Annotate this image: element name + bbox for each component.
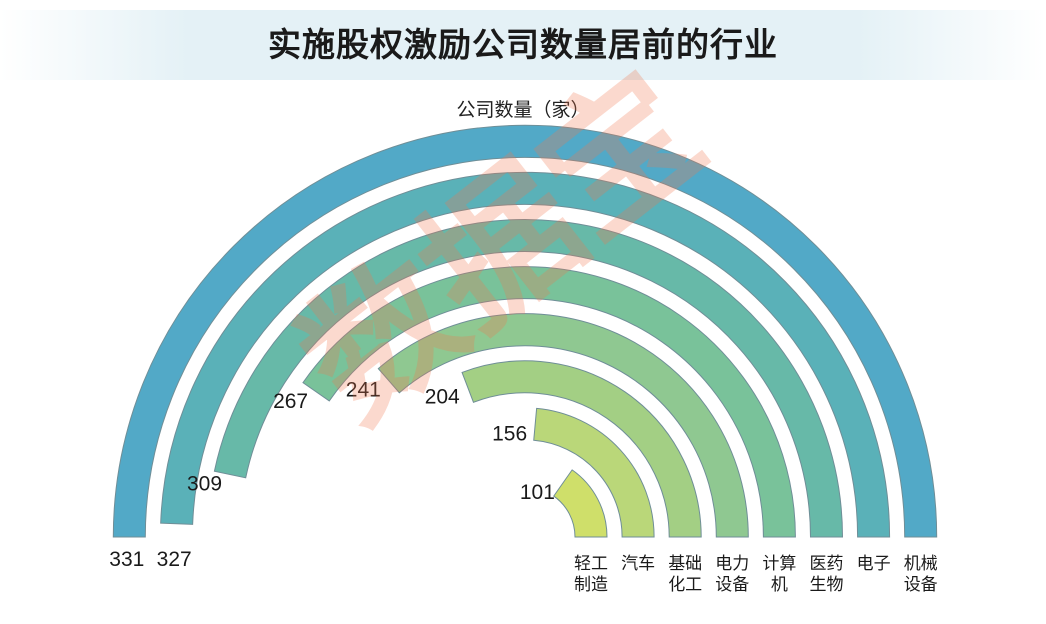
category-label-4: 电力 设备	[715, 554, 750, 595]
arc-bar-5	[302, 266, 796, 538]
arc-bar-2	[533, 407, 655, 538]
value-label-2: 156	[492, 422, 527, 445]
value-label-6: 309	[187, 473, 222, 496]
title-band	[0, 10, 1046, 80]
arc-bar-7	[160, 171, 891, 538]
category-label-8: 机械 设备	[903, 554, 938, 595]
category-label-7: 电子	[856, 554, 891, 574]
category-label-3: 基础 化工	[668, 554, 703, 595]
value-label-8: 331	[109, 548, 144, 571]
value-label-5: 267	[273, 390, 308, 413]
chart-subtitle: 公司数量（家）	[456, 99, 590, 121]
category-label-6: 医药 生物	[809, 554, 844, 595]
arc-bar-6	[213, 219, 844, 538]
chart-title: 实施股权激励公司数量居前的行业	[268, 25, 778, 64]
arc-bar-4	[377, 313, 749, 538]
arc-bar-8	[112, 124, 938, 538]
value-label-4: 241	[346, 379, 381, 402]
arc-bar-1	[553, 469, 608, 538]
value-label-3: 204	[425, 385, 460, 408]
value-label-1: 101	[520, 481, 555, 504]
category-label-1: 轻工 制造	[574, 554, 608, 595]
category-label-2: 汽车	[621, 554, 656, 574]
category-label-5: 计算机	[762, 554, 797, 595]
arc-bar-3	[461, 360, 702, 538]
value-label-7: 327	[157, 548, 192, 571]
